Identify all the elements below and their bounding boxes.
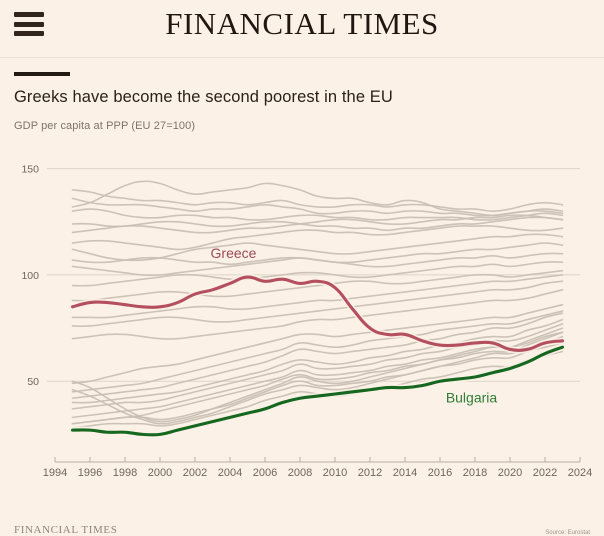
x-axis-tick-label: 2024 <box>568 467 592 479</box>
chart-header: Greeks have become the second poorest in… <box>0 58 604 132</box>
x-axis-tick-label: 2006 <box>253 467 277 479</box>
kicker-rule <box>14 72 70 76</box>
series-annotation-greece: Greece <box>211 245 257 261</box>
y-axis-labels-group: 50 100 150 <box>21 163 39 388</box>
x-axis-tick-label: 2018 <box>463 467 487 479</box>
series-line-other <box>71 331 564 425</box>
x-axis-group: 1994 1996 1998 2000 2002 2004 2006 2008 2010 2012… <box>43 456 592 479</box>
hamburger-bar-1 <box>14 12 44 17</box>
x-axis-tick-label: 1996 <box>78 467 102 479</box>
series-line-bulgaria <box>70 345 565 437</box>
series-annotation-bulgaria: Bulgaria <box>446 389 498 405</box>
x-axis-tick-label: 2002 <box>183 467 207 479</box>
series-line-other <box>71 303 564 384</box>
series-line-other <box>71 260 564 287</box>
series-line-other <box>71 310 564 393</box>
x-axis-tick-label: 2012 <box>358 467 382 479</box>
y-axis-tick-label: 50 <box>27 376 39 388</box>
x-axis-tick-label: 1994 <box>43 467 67 479</box>
x-axis-tick-label: 2020 <box>498 467 522 479</box>
chart-subtitle: GDP per capita at PPP (EU 27=100) <box>14 119 196 132</box>
gridlines-group <box>47 167 580 382</box>
x-axis-tick-label: 2022 <box>533 467 557 479</box>
y-axis-tick-label: 100 <box>21 270 39 282</box>
series-line-other <box>71 233 564 261</box>
masthead-divider <box>0 57 604 58</box>
series-line-greece <box>70 275 565 352</box>
series-lines-group <box>69 180 566 438</box>
x-axis-tick-label: 2014 <box>393 467 417 479</box>
series-line-other <box>71 341 564 425</box>
series-line-other <box>71 318 564 404</box>
series-line-other <box>71 214 564 234</box>
x-axis-tick-label: 2010 <box>323 467 347 479</box>
hamburger-bar-2 <box>14 21 44 27</box>
series-line-other <box>71 224 564 251</box>
masthead: FINANCIAL TIMES <box>0 0 604 58</box>
x-axis-tick-label: 2008 <box>288 467 312 479</box>
series-line-other <box>71 197 564 217</box>
series-line-other <box>71 280 564 327</box>
x-axis-tick-label: 2016 <box>428 467 452 479</box>
series-line-other <box>71 335 564 425</box>
footer-brand: FINANCIAL TIMES <box>14 524 118 536</box>
series-line-other <box>71 252 564 276</box>
series-line-other <box>71 216 564 231</box>
series-line-other <box>71 331 564 423</box>
series-annotations-group: Greece Bulgaria <box>211 245 498 406</box>
masthead-title: FINANCIAL TIMES <box>165 6 439 41</box>
chart-footer: FINANCIAL TIMES Source: Eurostat <box>0 510 604 536</box>
series-line-other <box>71 273 564 319</box>
series-line-other <box>71 312 564 399</box>
series-line-other <box>71 188 564 212</box>
page-title: Greeks have become the second poorest in… <box>14 88 393 106</box>
chart-container: 50 100 150 Greece Bulgaria 1994 1996 1998 2000… <box>0 140 604 500</box>
series-line-other <box>71 208 564 221</box>
series-halo <box>69 273 566 354</box>
x-axis-tick-label: 2000 <box>148 467 172 479</box>
series-line-other <box>71 327 564 418</box>
series-line-other <box>71 288 564 340</box>
series-line-other <box>71 269 564 302</box>
hamburger-menu-icon[interactable] <box>14 12 44 36</box>
x-axis-tick-label: 2004 <box>218 467 242 479</box>
line-chart: 50 100 150 Greece Bulgaria 1994 1996 1998 2000… <box>21 163 592 479</box>
series-line-other <box>71 180 564 216</box>
hamburger-bar-3 <box>14 31 44 36</box>
x-axis-tick-label: 1998 <box>113 467 137 479</box>
footer-source: Source: Eurostat <box>545 530 590 536</box>
y-axis-tick-label: 150 <box>21 163 39 175</box>
